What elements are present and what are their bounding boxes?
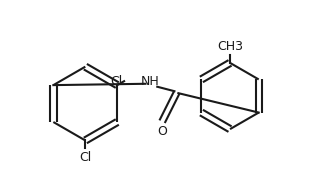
Text: Cl: Cl	[79, 151, 91, 164]
Text: NH: NH	[141, 75, 160, 88]
Text: CH3: CH3	[217, 40, 243, 53]
Text: O: O	[158, 125, 168, 138]
Text: Cl: Cl	[110, 75, 122, 88]
